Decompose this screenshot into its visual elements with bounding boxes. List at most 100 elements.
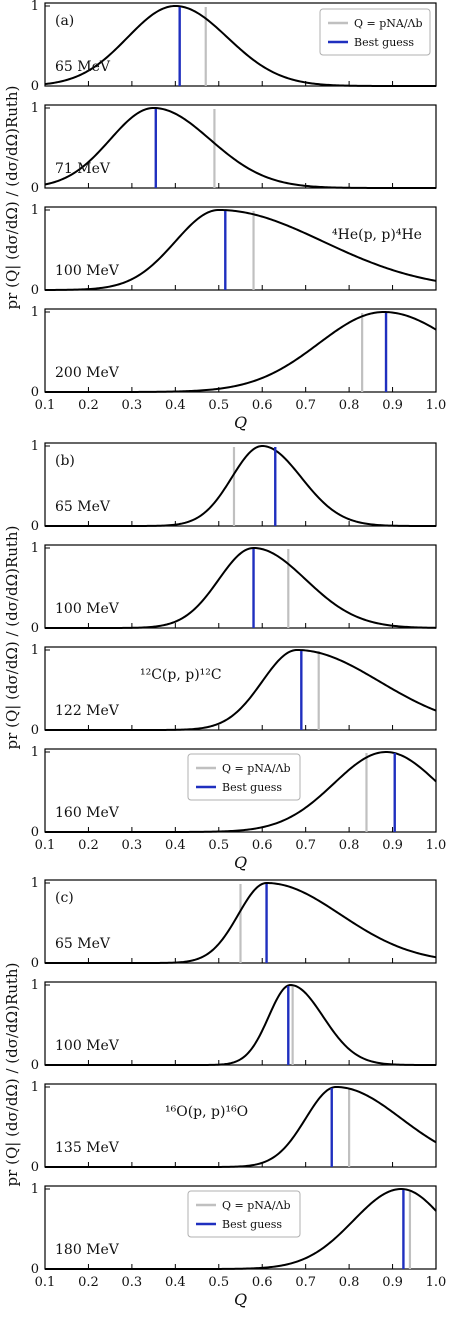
probability-curve — [45, 984, 436, 1066]
energy-label: 100 MeV — [55, 601, 120, 617]
y-tick-label: 0 — [31, 79, 39, 94]
panel-frame — [44, 646, 437, 731]
y-tick-label: 1 — [31, 978, 39, 993]
x-tick-label: 0.4 — [165, 838, 186, 853]
panel-3-1: 0 1 65 MeV (c) — [31, 876, 437, 971]
panel-frame — [44, 748, 437, 833]
x-tick-label: 0.6 — [252, 838, 273, 853]
block-label: (a) — [55, 13, 74, 29]
x-tick-label: 0.9 — [382, 1275, 403, 1290]
x-tick-label: 0.2 — [78, 838, 99, 853]
x-tick-label: 0.9 — [382, 838, 403, 853]
y-tick-label: 0 — [31, 956, 39, 971]
legend: Q = pNA/Λb Best guess — [187, 753, 301, 801]
y-tick-label: 0 — [31, 1262, 39, 1277]
x-tick-label: 0.1 — [35, 398, 56, 413]
y-tick-label: 0 — [31, 385, 39, 400]
y-tick-label: 0 — [31, 621, 39, 636]
x-axis-label: Q — [234, 1290, 247, 1309]
panel-1-4: 0 1 200 MeV 0.1 0.2 0.3 0.4 0.5 0.6 0.7 0.8 0.9 1.0 Q — [31, 305, 447, 432]
block-label: (b) — [55, 453, 75, 469]
x-tick-label: 0.1 — [35, 1275, 56, 1290]
panel-3-4: 0 1 180 MeV Q = pNA/Λb Best guess 0.1 0.2 0.3 0.… — [31, 1182, 447, 1309]
chart-block-2: 0 1 65 MeV (b) 0 1 100 MeV 0 1 122 MeV ¹²C(p, p)¹²… — [3, 439, 446, 872]
probability-curve — [45, 546, 437, 629]
x-tick-label: 0.7 — [295, 398, 316, 413]
y-tick-label: 1 — [31, 439, 39, 454]
x-tick-label: 0.5 — [208, 1275, 229, 1290]
x-axis-label: Q — [234, 853, 247, 872]
energy-label: 180 MeV — [55, 1242, 120, 1258]
panel-2-3: 0 1 122 MeV ¹²C(p, p)¹²C — [31, 643, 437, 738]
energy-label: 65 MeV — [55, 499, 111, 515]
y-tick-label: 0 — [31, 181, 39, 196]
panel-frame — [44, 206, 437, 291]
probability-curve — [45, 310, 437, 393]
panel-3-2: 0 1 100 MeV — [31, 978, 437, 1073]
reaction-label: ¹⁶O(p, p)¹⁶O — [165, 1104, 248, 1120]
y-tick-label: 1 — [31, 0, 39, 14]
panel-1-1: 0 1 65 MeV (a) Q = pNA/Λb Best guess — [31, 0, 437, 94]
x-tick-label: 0.6 — [252, 1275, 273, 1290]
panel-frame — [44, 308, 437, 393]
panel-frame — [44, 2, 437, 87]
legend-label: Q = pNA/Λb — [222, 762, 291, 775]
probability-curve — [44, 4, 436, 87]
panel-frame — [44, 442, 437, 527]
legend-label: Q = pNA/Λb — [354, 17, 423, 30]
x-tick-label: 0.3 — [122, 838, 143, 853]
probability-curve — [45, 445, 436, 527]
panel-frame — [44, 544, 437, 629]
y-axis-label: pr (Q| (dσ/dΩ) / (dσ/dΩ)Ruth) — [3, 963, 21, 1187]
energy-label: 100 MeV — [55, 1038, 120, 1054]
x-tick-label: 0.5 — [208, 398, 229, 413]
x-tick-label: 0.7 — [295, 1275, 316, 1290]
x-tick-label: 0.4 — [165, 1275, 186, 1290]
energy-label: 200 MeV — [55, 365, 120, 381]
y-tick-label: 0 — [31, 1058, 39, 1073]
y-tick-label: 1 — [31, 745, 39, 760]
probability-curve — [45, 750, 437, 833]
energy-label: 135 MeV — [55, 1140, 120, 1156]
energy-label: 160 MeV — [55, 805, 120, 821]
legend-box — [319, 8, 431, 56]
energy-label: 71 MeV — [55, 161, 111, 177]
x-tick-label: 0.8 — [339, 398, 360, 413]
probability-curve — [44, 106, 436, 189]
y-tick-label: 0 — [31, 723, 39, 738]
reaction-label: ⁴He(p, p)⁴He — [332, 227, 422, 243]
x-tick-label: 0.5 — [208, 838, 229, 853]
y-tick-label: 1 — [31, 541, 39, 556]
legend-box — [187, 753, 301, 801]
probability-curve — [45, 208, 437, 291]
x-tick-label: 0.1 — [35, 838, 56, 853]
panel-3-3: 0 1 135 MeV ¹⁶O(p, p)¹⁶O — [31, 1080, 437, 1175]
x-tick-label: 1.0 — [426, 838, 447, 853]
x-tick-label: 0.8 — [339, 1275, 360, 1290]
y-tick-label: 1 — [31, 643, 39, 658]
energy-label: 100 MeV — [55, 263, 120, 279]
probability-curve — [45, 648, 437, 731]
x-tick-label: 0.8 — [339, 838, 360, 853]
block-label: (c) — [55, 890, 74, 906]
legend: Q = pNA/Λb Best guess — [319, 8, 431, 56]
y-tick-label: 0 — [31, 283, 39, 298]
x-tick-label: 1.0 — [426, 1275, 447, 1290]
x-tick-label: 0.3 — [122, 398, 143, 413]
panel-frame — [44, 981, 437, 1066]
y-tick-label: 0 — [31, 825, 39, 840]
y-tick-label: 1 — [31, 101, 39, 116]
legend-box — [187, 1190, 301, 1238]
legend: Q = pNA/Λb Best guess — [187, 1190, 301, 1238]
x-tick-label: 0.7 — [295, 838, 316, 853]
legend-label: Best guess — [354, 36, 414, 49]
energy-label: 122 MeV — [55, 703, 120, 719]
panel-1-2: 0 1 71 MeV — [31, 101, 437, 196]
y-axis-label: pr (Q| (dσ/dΩ) / (dσ/dΩ)Ruth) — [3, 526, 21, 750]
y-tick-label: 1 — [31, 305, 39, 320]
x-axis-label: Q — [234, 413, 247, 432]
x-tick-label: 0.4 — [165, 398, 186, 413]
x-tick-label: 0.2 — [78, 398, 99, 413]
